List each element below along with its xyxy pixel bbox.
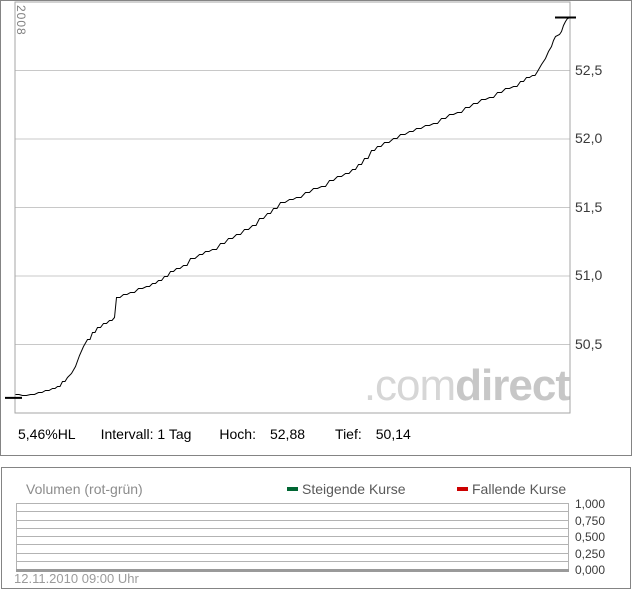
low-value: 50,14 (375, 426, 411, 442)
legend-rising-label: Steigende Kurse (302, 481, 406, 497)
volume-title: Volumen (rot-grün) (26, 481, 143, 497)
price-y-tick-label: 50,5 (575, 335, 603, 352)
volume-y-tick-label: 1,000 (575, 497, 606, 511)
red-dash-icon (457, 487, 468, 491)
range-percent-hl: 5,46%HL (18, 426, 76, 442)
price-y-tick-label: 52,0 (575, 130, 603, 146)
green-dash-icon (287, 487, 298, 491)
legend-falling-label: Fallende Kurse (472, 481, 567, 497)
high-label: Hoch: (219, 426, 256, 442)
price-y-tick-label: 52,5 (575, 61, 603, 78)
x-axis-year-label: 2008 (14, 5, 28, 36)
price-y-tick-label: 51,5 (575, 198, 603, 215)
price-y-tick-label: 51,0 (575, 267, 603, 283)
interval-value: 1 Tag (157, 426, 192, 442)
volume-plot (16, 503, 569, 572)
volume-y-tick-label: 0,500 (575, 530, 606, 544)
timestamp: 12.11.2010 09:00 Uhr (14, 571, 139, 586)
interval-label: Intervall: (100, 426, 154, 442)
legend-rising-prices: Steigende Kurse (287, 481, 406, 497)
chart-info-row: 5,46%HL Intervall: 1 Tag Hoch: 52,88 Tie… (1, 413, 631, 455)
watermark-light: .com (363, 361, 456, 410)
volume-y-tick-label: 0,750 (575, 513, 606, 528)
volume-chart-panel: Volumen (rot-grün) Steigende Kurse Falle… (1, 467, 631, 589)
high-value: 52,88 (269, 426, 306, 442)
price-plot (5, 1, 576, 414)
legend-falling-prices: Fallende Kurse (457, 481, 566, 497)
price-chart-panel: 2008 .comdirect 50,5 51,0 51,5 52,0 52,5 5,4… (0, 0, 632, 456)
low-label: Tief: (335, 426, 362, 442)
volume-y-tick-label: 0,250 (575, 546, 606, 561)
price-line (15, 18, 569, 396)
price-plot-border (14, 1, 571, 414)
watermark-bold: direct (455, 361, 570, 410)
comdirect-watermark: .comdirect (363, 361, 570, 410)
volume-y-tick-label: 0,000 (575, 563, 606, 577)
